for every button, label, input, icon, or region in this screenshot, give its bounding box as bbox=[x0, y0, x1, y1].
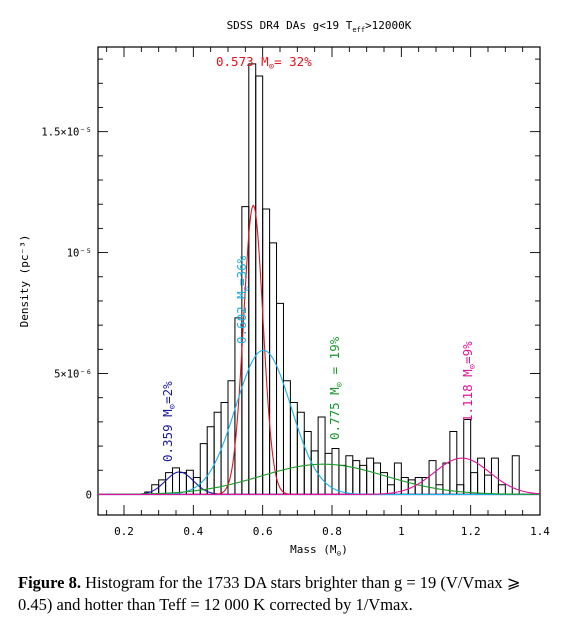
histogram-bar bbox=[470, 472, 479, 495]
histogram-bar bbox=[338, 464, 347, 495]
y-tick-label: 0 bbox=[86, 489, 92, 501]
x-tick-label: 1 bbox=[398, 525, 405, 538]
histogram-bar bbox=[428, 460, 437, 495]
histogram-bar bbox=[497, 484, 506, 495]
component-label-0775: 0.775 M⊙ = 19% bbox=[327, 336, 345, 440]
histogram-bar bbox=[373, 462, 382, 495]
x-axis-label: Mass (M⊙) bbox=[290, 543, 348, 558]
histogram-bar bbox=[199, 443, 208, 495]
component-curve-3 bbox=[98, 463, 540, 495]
histogram-bar bbox=[248, 63, 257, 495]
histogram-bar bbox=[400, 477, 409, 495]
y-tick-label: 5×10⁻⁶ bbox=[54, 369, 92, 381]
caption-label: Figure 8. bbox=[18, 573, 81, 592]
chart-title: SDSS DR4 DAs g<19 Teff>12000K bbox=[227, 19, 412, 34]
x-tick-label: 0.8 bbox=[322, 525, 342, 538]
component-curve-2 bbox=[98, 349, 540, 495]
y-axis-label: Density (pc⁻³) bbox=[18, 235, 31, 328]
histogram-bar bbox=[303, 431, 312, 495]
x-tick-label: 1.2 bbox=[461, 525, 481, 538]
x-tick-label: 0.2 bbox=[114, 525, 134, 538]
mass-histogram-figure: SDSS DR4 DAs g<19 Teff>12000K 0.2 0.4 0.6 0.… bbox=[18, 19, 550, 558]
histogram-bar bbox=[380, 472, 388, 495]
figure-caption: Figure 8. Histogram for the 1733 DA star… bbox=[18, 572, 553, 616]
histogram-bar bbox=[324, 452, 333, 495]
histogram-bar bbox=[449, 431, 458, 495]
histogram-bar bbox=[206, 426, 215, 495]
histogram-bar bbox=[276, 302, 284, 495]
component-label-0602: 0.602 M⊙=36% bbox=[234, 255, 252, 344]
histogram-bar bbox=[220, 402, 229, 495]
plot-frame bbox=[97, 46, 541, 516]
histogram-bar bbox=[262, 208, 271, 495]
x-tick-label: 0.6 bbox=[253, 525, 273, 538]
component-label-1118: 1.118 M⊙=9% bbox=[460, 341, 478, 422]
histogram-bar bbox=[463, 418, 472, 495]
x-tick-label: 1.4 bbox=[530, 525, 550, 538]
histogram-bar bbox=[490, 457, 499, 495]
histogram-bar bbox=[227, 380, 236, 495]
histogram-bar bbox=[296, 411, 305, 495]
histogram-bar bbox=[345, 455, 354, 495]
histogram-bar bbox=[331, 447, 340, 495]
histogram-bar bbox=[282, 380, 291, 495]
y-tick-label: 1.5×10⁻⁵ bbox=[41, 127, 92, 139]
histogram-bar bbox=[484, 474, 492, 495]
y-tick-label: 10⁻⁵ bbox=[67, 248, 92, 260]
component-curve-4 bbox=[98, 457, 540, 495]
histogram-bar bbox=[366, 457, 375, 495]
component-label-0573: 0.573 M⊙= 32% bbox=[216, 54, 312, 72]
histogram-bar bbox=[456, 484, 465, 495]
x-tick-label: 0.4 bbox=[183, 525, 203, 538]
histogram-bar bbox=[317, 416, 326, 495]
component-label-0359: 0.359 M⊙=2% bbox=[160, 381, 178, 462]
histogram-bar bbox=[511, 455, 520, 495]
caption-text: Histogram for the 1733 DA stars brighter… bbox=[18, 573, 521, 614]
histogram-bar bbox=[352, 460, 361, 495]
